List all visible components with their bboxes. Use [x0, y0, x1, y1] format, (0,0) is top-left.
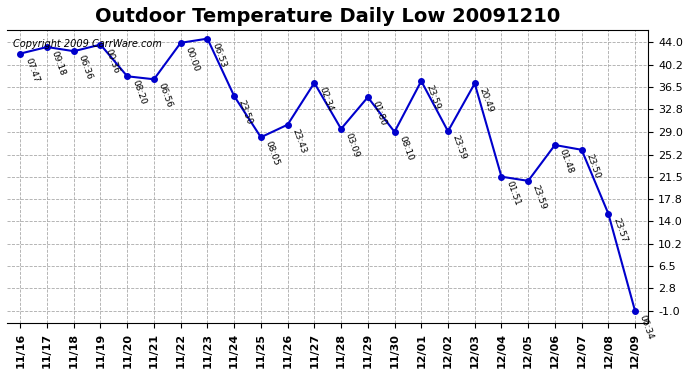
- Title: Outdoor Temperature Daily Low 20091210: Outdoor Temperature Daily Low 20091210: [95, 7, 560, 26]
- Text: 07:47: 07:47: [23, 56, 40, 84]
- Text: 06:34: 06:34: [638, 314, 655, 341]
- Text: 01:51: 01:51: [504, 180, 522, 207]
- Text: 20:49: 20:49: [477, 86, 495, 113]
- Text: 23:59: 23:59: [451, 134, 468, 161]
- Text: 23:50: 23:50: [237, 99, 254, 126]
- Text: 09:18: 09:18: [50, 50, 67, 77]
- Text: 06:53: 06:53: [210, 41, 228, 69]
- Text: 01:48: 01:48: [558, 148, 575, 175]
- Text: 02:34: 02:34: [317, 86, 335, 113]
- Text: 23:50: 23:50: [584, 153, 602, 180]
- Text: 01:80: 01:80: [371, 100, 388, 128]
- Text: 08:20: 08:20: [130, 79, 147, 106]
- Text: Copyright 2009 CarrWare.com: Copyright 2009 CarrWare.com: [13, 39, 162, 49]
- Text: 23:59: 23:59: [531, 184, 549, 211]
- Text: 00:00: 00:00: [184, 46, 201, 73]
- Text: 23:43: 23:43: [290, 128, 308, 154]
- Text: 23:59: 23:59: [424, 84, 442, 111]
- Text: 23:57: 23:57: [611, 216, 629, 244]
- Text: 08:05: 08:05: [264, 140, 281, 167]
- Text: 00:36: 00:36: [104, 47, 121, 75]
- Text: 06:36: 06:36: [77, 54, 94, 81]
- Text: 06:56: 06:56: [157, 82, 174, 110]
- Text: 08:10: 08:10: [397, 135, 415, 162]
- Text: 03:09: 03:09: [344, 132, 361, 159]
